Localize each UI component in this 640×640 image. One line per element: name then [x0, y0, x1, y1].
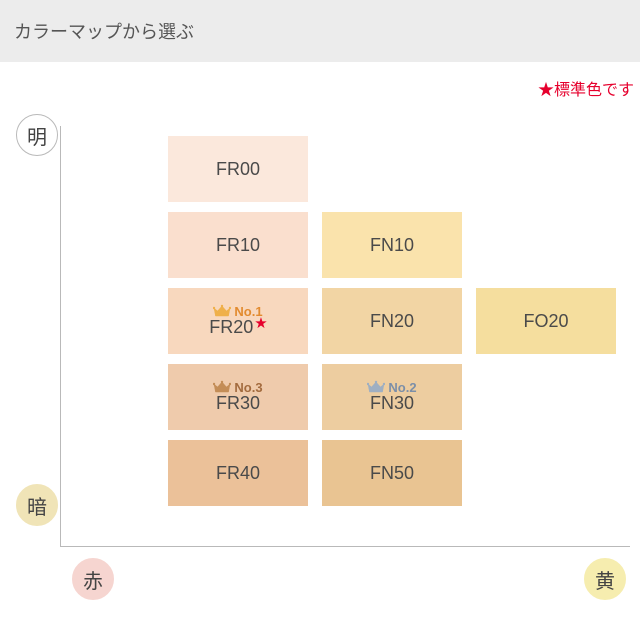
legend-text: ★標準色です [538, 82, 634, 99]
swatch-label-row: FR20★ [209, 317, 266, 338]
color-swatch-fo20[interactable]: FO20 [476, 288, 616, 354]
color-swatch-fn10[interactable]: FN10 [322, 212, 462, 278]
axis-label-y-top: 明 [16, 114, 58, 156]
swatch-code: FN10 [370, 235, 414, 256]
y-axis-line [60, 126, 61, 546]
color-swatch-fn30[interactable]: No.2FN30 [322, 364, 462, 430]
section-header: カラーマップから選ぶ [0, 0, 640, 62]
swatch-label-row: FN10 [370, 235, 414, 256]
color-swatch-fr10[interactable]: FR10 [168, 212, 308, 278]
standard-star-icon: ★ [254, 314, 267, 332]
swatch-label-row: FR10 [216, 235, 260, 256]
swatch-code: FN30 [370, 393, 414, 414]
section-title: カラーマップから選ぶ [14, 22, 194, 42]
swatch-code: FR00 [216, 159, 260, 180]
rank-text: No.2 [388, 380, 416, 395]
swatch-code: FO20 [523, 311, 568, 332]
crown-icon [213, 380, 231, 394]
swatch-code: FN50 [370, 463, 414, 484]
swatch-label-row: FN50 [370, 463, 414, 484]
swatch-label-row: FR00 [216, 159, 260, 180]
color-swatch-fr40[interactable]: FR40 [168, 440, 308, 506]
swatch-code: FR30 [216, 393, 260, 414]
rank-text: No.3 [234, 380, 262, 395]
swatch-label-row: FN20 [370, 311, 414, 332]
rank-badge: No.2 [367, 380, 416, 395]
rank-badge: No.3 [213, 380, 262, 395]
color-map-chart: 明暗赤黄 FR00FR10FN10No.1FR20★FN20FO20No.3FR… [0, 106, 640, 626]
color-swatch-fr30[interactable]: No.3FR30 [168, 364, 308, 430]
swatch-label-row: FR30 [216, 393, 260, 414]
swatch-code: FR10 [216, 235, 260, 256]
legend: ★標準色です [0, 62, 640, 106]
color-swatch-fn20[interactable]: FN20 [322, 288, 462, 354]
swatch-code: FR20 [209, 317, 253, 338]
crown-icon [213, 304, 231, 318]
axis-label-y-bottom: 暗 [16, 484, 58, 526]
crown-icon [367, 380, 385, 394]
swatch-label-row: FN30 [370, 393, 414, 414]
swatch-label-row: FR40 [216, 463, 260, 484]
swatch-label-row: FO20 [523, 311, 568, 332]
swatch-code: FN20 [370, 311, 414, 332]
color-swatch-fr00[interactable]: FR00 [168, 136, 308, 202]
swatch-code: FR40 [216, 463, 260, 484]
x-axis-line [60, 546, 630, 547]
axis-label-x-right: 黄 [584, 558, 626, 600]
axis-label-x-left: 赤 [72, 558, 114, 600]
color-swatch-fr20[interactable]: No.1FR20★ [168, 288, 308, 354]
color-swatch-fn50[interactable]: FN50 [322, 440, 462, 506]
